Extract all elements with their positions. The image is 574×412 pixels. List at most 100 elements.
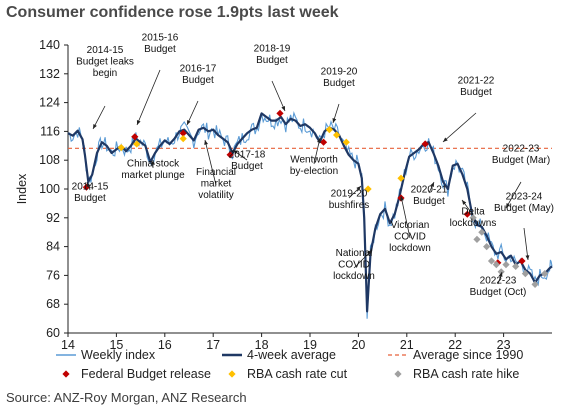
x-tick-label: 21	[400, 338, 414, 352]
annotation-arrowhead	[356, 186, 361, 191]
annotation-a11: Wentworth	[290, 155, 338, 166]
annotation-arrowhead	[498, 272, 503, 277]
annotation-a10: 2017-18	[229, 150, 266, 161]
y-tick-label: 92	[46, 211, 60, 225]
rate-hike-marker	[497, 268, 505, 276]
x-tick-label: 17	[206, 338, 220, 352]
budget-marker	[226, 151, 234, 159]
y-tick-label: 132	[39, 67, 60, 81]
annotation-a1: 2014-15	[87, 45, 124, 56]
annotation-arrowhead	[151, 160, 155, 165]
x-tick-label: 23	[497, 338, 511, 352]
annotation-arrowhead	[400, 196, 404, 201]
rate-cut-marker	[342, 138, 350, 146]
annotation-a13: 2020-21	[411, 185, 448, 196]
annotation-arrowhead	[462, 200, 467, 205]
annotation-a16: Budget (Mar)	[492, 155, 550, 166]
x-tick-label: 19	[303, 338, 317, 352]
rate-cut-marker	[133, 140, 141, 148]
annotation-a12: bushfires	[329, 200, 370, 211]
y-tick-label: 116	[40, 124, 60, 138]
annotation-arrowhead	[204, 140, 208, 145]
annotation-arrowhead	[93, 124, 97, 129]
annotation-a19: 2022-23	[480, 276, 517, 287]
annotation-arrow	[505, 181, 522, 209]
annotation-a5: 2019-20	[321, 67, 358, 78]
legend-hike-swatch	[394, 370, 402, 378]
legend-label: Federal Budget release	[81, 367, 211, 381]
legend-label: RBA cash rate cut	[247, 367, 348, 381]
annotation-a16: 2022-23	[503, 144, 540, 155]
annotation-arrow	[400, 195, 411, 239]
annotation-a14: Victorian	[391, 220, 430, 231]
budget-marker	[518, 257, 526, 265]
annotation-arrow	[271, 80, 286, 112]
annotation-a17: lockdowns	[450, 218, 497, 229]
annotation-arrowhead	[317, 138, 321, 143]
x-tick-label: 20	[351, 338, 365, 352]
rate-hike-marker	[469, 214, 477, 222]
rate-cut-marker	[179, 135, 187, 143]
x-tick-label: 22	[448, 338, 462, 352]
budget-marker	[276, 109, 284, 117]
annotation-a19: Budget (Oct)	[470, 287, 527, 298]
y-tick-label: 100	[39, 182, 60, 196]
annotation-a17: Delta	[461, 207, 485, 218]
annotation-arrowhead	[233, 150, 238, 155]
annotation-a3: Budget	[182, 75, 214, 86]
annotation-a15: lockdown	[333, 271, 375, 282]
annotation-arrowhead	[367, 250, 372, 255]
annotation-a14: lockdown	[389, 243, 431, 254]
annotation-a18: 2023-24	[506, 192, 543, 203]
rate-hike-marker	[512, 262, 520, 270]
annotation-arrowhead	[430, 182, 434, 187]
annotation-a6: 2021-22	[458, 76, 495, 87]
y-tick-label: 124	[39, 96, 60, 110]
annotation-arrowhead	[332, 118, 337, 123]
rate-hike-marker	[492, 261, 500, 269]
annotation-arrowhead	[281, 106, 285, 111]
annotation-a14: COVID	[394, 232, 426, 243]
budget-marker	[131, 133, 139, 141]
annotation-a3: 2016-17	[180, 64, 217, 75]
rate-hike-marker	[483, 243, 491, 251]
annotation-a9: market	[201, 179, 232, 190]
budget-marker	[463, 210, 471, 218]
four-week-average-line	[67, 112, 553, 313]
x-tick-label: 15	[109, 338, 123, 352]
budget-marker	[421, 140, 429, 148]
rate-hike-marker	[473, 235, 481, 243]
annotation-arrow	[442, 112, 477, 143]
x-tick-label: 18	[255, 338, 269, 352]
rate-hike-marker	[531, 280, 539, 288]
y-axis-label: Index	[15, 173, 29, 204]
legend-label: 4-week average	[247, 348, 336, 362]
y-tick-label: 60	[46, 326, 60, 340]
legend-label: Average since 1990	[413, 348, 523, 362]
budget-marker	[179, 129, 187, 137]
y-tick-label: 68	[46, 297, 60, 311]
annotation-a8: market plunge	[121, 170, 185, 181]
annotation-a15: COVID	[338, 260, 370, 271]
annotation-a7: 2014-15	[72, 182, 109, 193]
rate-hike-marker	[502, 261, 510, 269]
y-tick-label: 108	[39, 153, 60, 167]
annotation-arrow	[136, 69, 161, 126]
x-tick-label: 16	[158, 338, 172, 352]
legend-budget-swatch	[62, 370, 70, 378]
rate-cut-marker	[397, 174, 405, 182]
annotation-arrowhead	[136, 120, 141, 125]
y-tick-label: 84	[46, 240, 60, 254]
annotation-arrow	[523, 227, 529, 261]
legend-label: Weekly index	[81, 348, 156, 362]
y-tick-label: 140	[39, 38, 60, 52]
annotation-a18: Budget (May)	[494, 203, 554, 214]
annotation-a12: 2019-20	[331, 189, 368, 200]
y-tick-label: 76	[46, 268, 60, 282]
annotation-a4: 2018-19	[254, 44, 291, 55]
annotation-arrowhead	[187, 120, 191, 125]
rate-cut-marker	[333, 131, 341, 139]
rate-cut-marker	[364, 185, 372, 193]
rate-cut-marker	[325, 126, 333, 134]
